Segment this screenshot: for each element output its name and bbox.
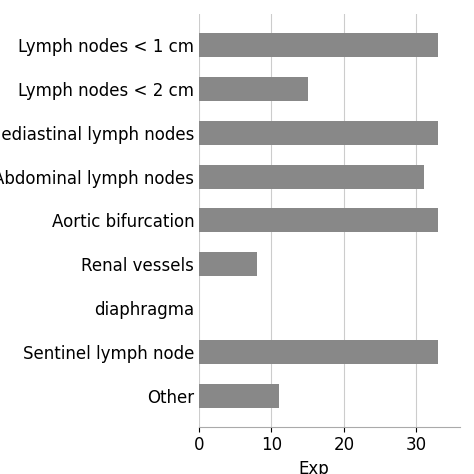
Bar	[199, 209, 438, 232]
Bar	[199, 33, 438, 57]
Bar	[199, 77, 308, 101]
Bar	[199, 252, 257, 276]
X-axis label: Exp: Exp	[299, 460, 329, 474]
Bar	[199, 121, 438, 145]
Bar	[199, 384, 279, 408]
Bar	[199, 340, 438, 364]
Bar	[199, 164, 424, 189]
